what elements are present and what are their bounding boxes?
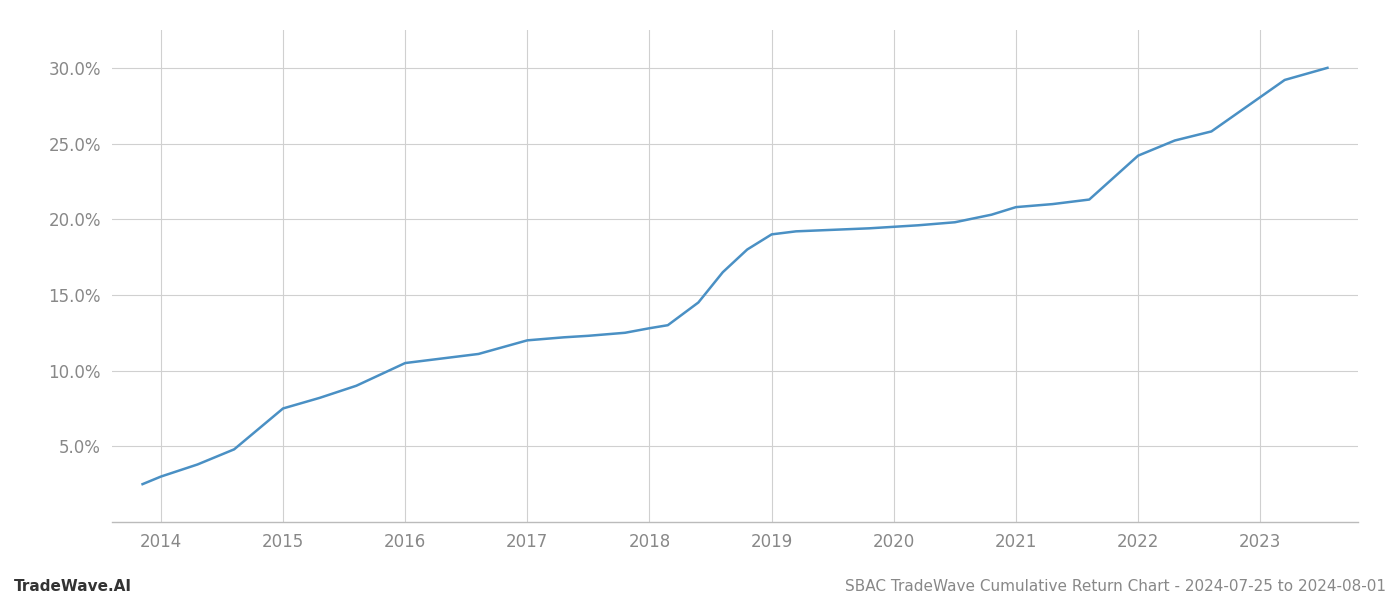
Text: TradeWave.AI: TradeWave.AI: [14, 579, 132, 594]
Text: SBAC TradeWave Cumulative Return Chart - 2024-07-25 to 2024-08-01: SBAC TradeWave Cumulative Return Chart -…: [846, 579, 1386, 594]
